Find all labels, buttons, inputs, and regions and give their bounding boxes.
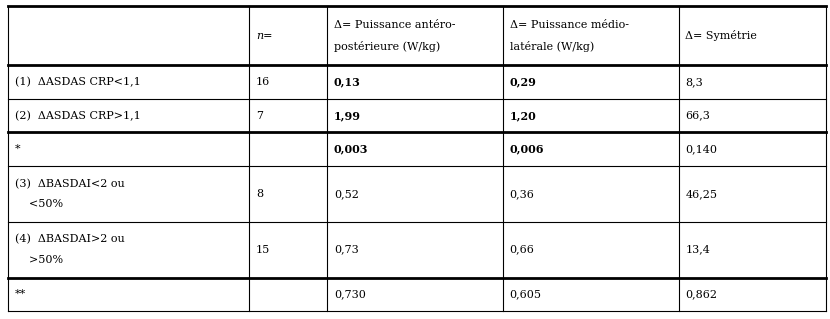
Text: 0,66: 0,66 (510, 245, 535, 255)
Text: <50%: <50% (15, 199, 63, 209)
Text: 46,25: 46,25 (686, 189, 717, 199)
Text: 0,003: 0,003 (334, 144, 369, 155)
Text: 1,99: 1,99 (334, 110, 361, 121)
Text: Δ= Symétrie: Δ= Symétrie (686, 30, 757, 41)
Text: (1)  ΔASDAS CRP<1,1: (1) ΔASDAS CRP<1,1 (15, 77, 141, 87)
Text: n=: n= (256, 31, 272, 41)
Text: 8: 8 (256, 189, 263, 199)
Text: 0,730: 0,730 (334, 289, 366, 299)
Text: (2)  ΔASDAS CRP>1,1: (2) ΔASDAS CRP>1,1 (15, 110, 141, 121)
Text: *: * (15, 144, 21, 154)
Text: 15: 15 (256, 245, 271, 255)
Text: 0,36: 0,36 (510, 189, 535, 199)
Text: **: ** (15, 289, 27, 299)
Text: 0,140: 0,140 (686, 144, 717, 154)
Text: 0,605: 0,605 (510, 289, 541, 299)
Text: (4)  ΔBASDAI>2 ou: (4) ΔBASDAI>2 ou (15, 234, 124, 245)
Text: 0,13: 0,13 (334, 77, 361, 88)
Text: >50%: >50% (15, 255, 63, 265)
Text: 66,3: 66,3 (686, 111, 710, 121)
Text: 1,20: 1,20 (510, 110, 536, 121)
Text: Δ= Puissance antéro-: Δ= Puissance antéro- (334, 20, 456, 30)
Text: 13,4: 13,4 (686, 245, 710, 255)
Text: latérale (W/kg): latérale (W/kg) (510, 41, 593, 52)
Text: 0,862: 0,862 (686, 289, 717, 299)
Text: 0,006: 0,006 (510, 144, 544, 155)
Text: 0,52: 0,52 (334, 189, 359, 199)
Text: 8,3: 8,3 (686, 77, 703, 87)
Text: (3)  ΔBASDAI<2 ou: (3) ΔBASDAI<2 ou (15, 179, 124, 189)
Text: postérieure (W/kg): postérieure (W/kg) (334, 41, 440, 52)
Text: Δ= Puissance médio-: Δ= Puissance médio- (510, 20, 628, 30)
Text: 0,73: 0,73 (334, 245, 359, 255)
Text: 0,29: 0,29 (510, 77, 536, 88)
Text: 7: 7 (256, 111, 263, 121)
Text: 16: 16 (256, 77, 271, 87)
